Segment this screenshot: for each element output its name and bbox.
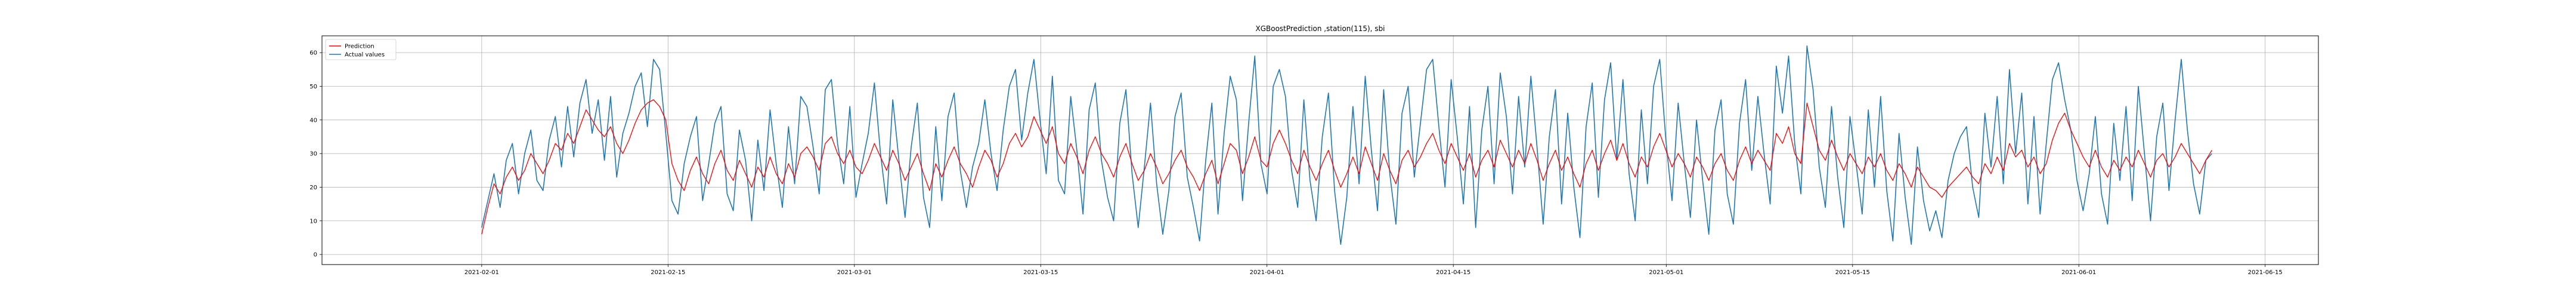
x-tick-label: 2021-02-01: [465, 269, 499, 276]
series-line-actual-values: [481, 45, 2212, 245]
y-tick-label: 20: [309, 185, 317, 191]
chart-title: XGBoostPrediction ,station(115), sbi: [1255, 24, 1385, 33]
axis-layer: 2021-02-01 2021-02-15 2021-03-01 2021-03-15…: [309, 50, 2283, 276]
x-tick-label: 2021-05-15: [1835, 269, 1870, 276]
x-tick-label: 2021-06-15: [2248, 269, 2283, 276]
x-tick-label: 2021-05-01: [1649, 269, 1683, 276]
x-tick-label: 2021-04-01: [1250, 269, 1284, 276]
y-tick-label: 30: [309, 151, 317, 158]
legend-box: [325, 39, 397, 60]
y-tick-label: 40: [309, 117, 317, 124]
x-tick-label: 2021-04-15: [1436, 269, 1470, 276]
legend: Prediction Actual values: [325, 39, 397, 60]
plot-frame: [321, 35, 2319, 265]
x-tick-label: 2021-03-01: [837, 269, 872, 276]
x-tick-label: 2021-03-15: [1023, 269, 1058, 276]
series-line-prediction: [481, 99, 2212, 235]
y-tick-label: 10: [309, 218, 317, 225]
y-tick-label: 60: [309, 50, 317, 57]
y-tick-label: 0: [314, 252, 317, 259]
series-layer: [481, 45, 2212, 245]
x-tick-label: 2021-06-01: [2061, 269, 2096, 276]
legend-label: Prediction: [345, 44, 374, 50]
y-tick-label: 50: [309, 84, 317, 90]
x-tick-label: 2021-02-15: [651, 269, 685, 276]
grid-layer: [322, 36, 2318, 265]
legend-label: Actual values: [345, 52, 385, 59]
